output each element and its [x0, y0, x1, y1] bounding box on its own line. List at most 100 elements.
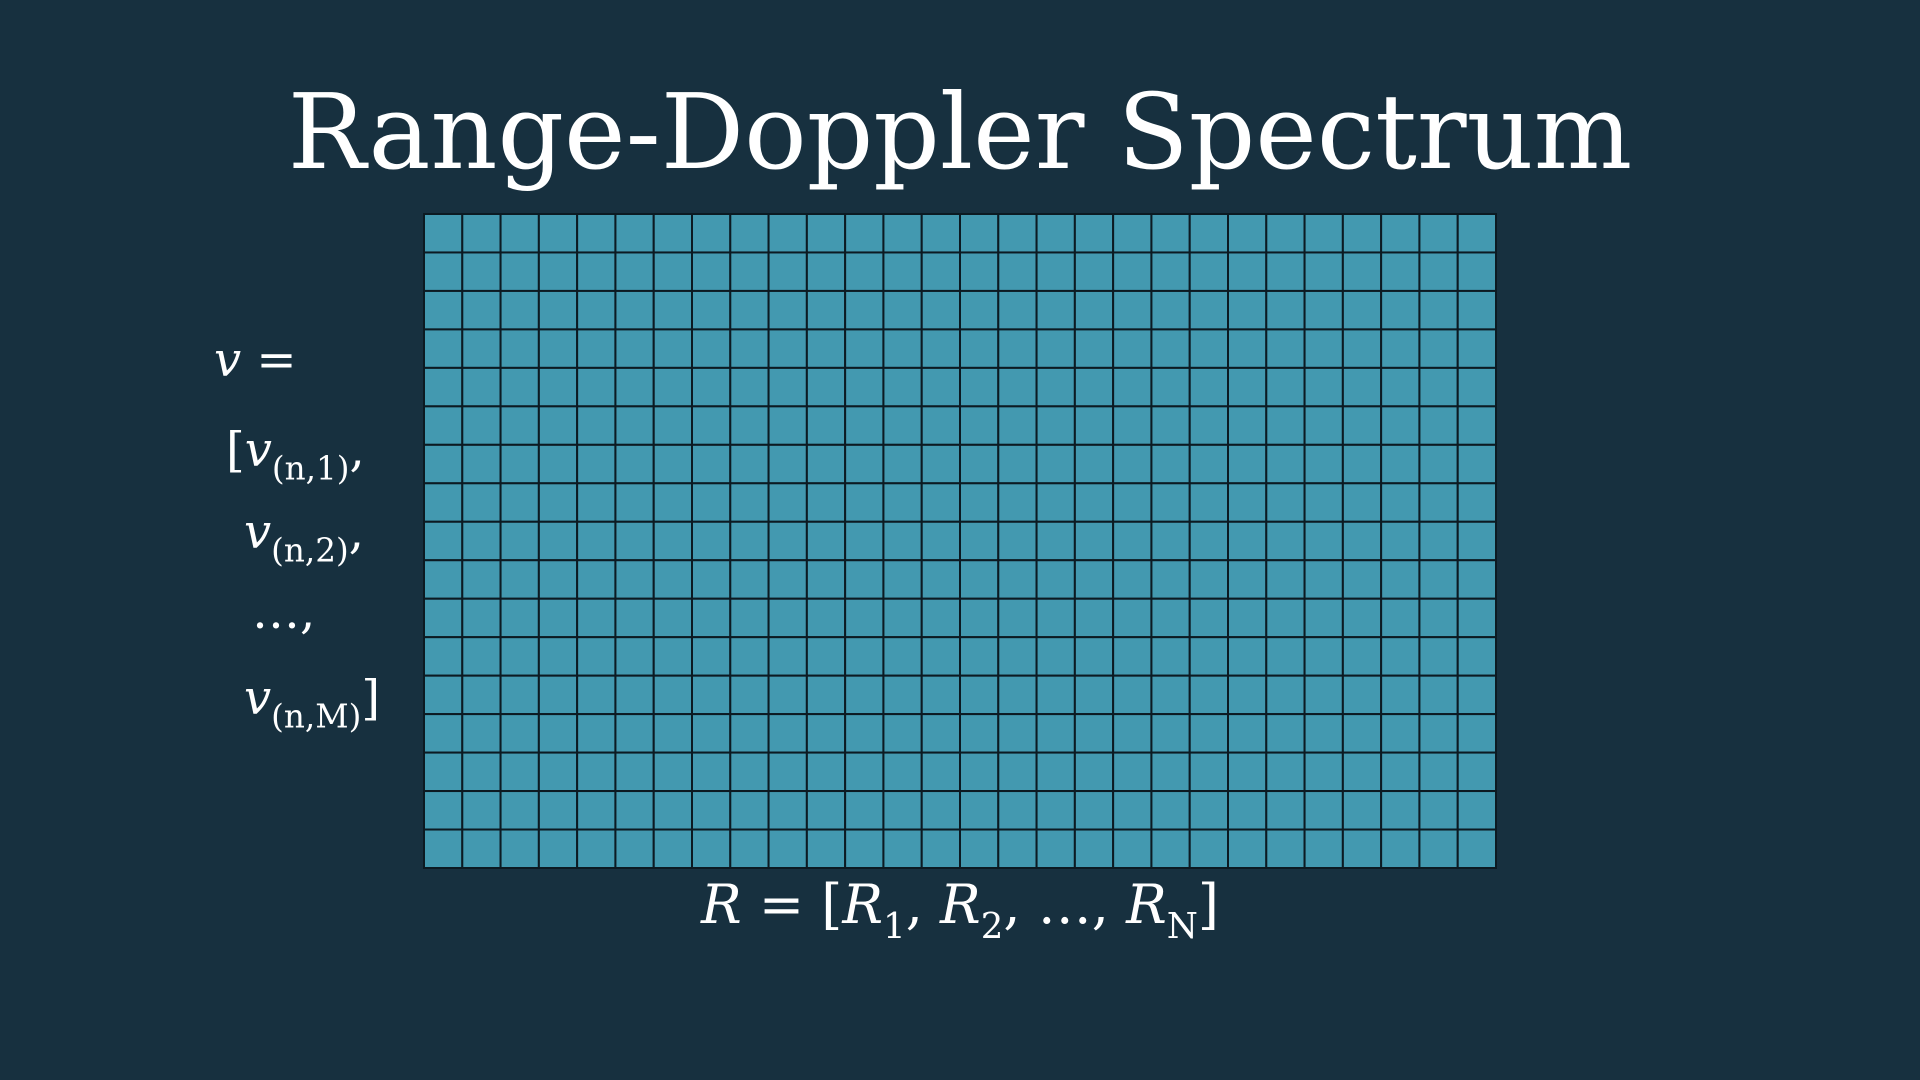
velocity-element-2-subscript: (n,2): [271, 531, 349, 570]
grid-cell-r13-c19: [1112, 674, 1153, 716]
grid-cell-r17-c21: [1188, 828, 1230, 870]
grid-cell-r8-c14: [920, 482, 961, 523]
grid-cell-r8-c21: [1188, 482, 1230, 523]
grid-cell-r9-c22: [1227, 520, 1268, 562]
grid-cell-r3-c23: [1265, 289, 1306, 331]
grid-cell-r15-c1: [423, 751, 464, 793]
grid-cell-r9-c2: [461, 520, 502, 562]
grid-cell-r17-c24: [1303, 828, 1344, 870]
grid-cell-r5-c12: [844, 366, 885, 408]
grid-cell-r12-c6: [614, 636, 655, 677]
grid-cell-r17-c11: [805, 828, 847, 870]
grid-cell-r3-c11: [805, 289, 847, 331]
grid-cell-r12-c9: [729, 636, 770, 677]
grid-cell-r8-c15: [959, 482, 1000, 523]
grid-cell-r6-c8: [691, 405, 732, 446]
grid-cell-r5-c5: [576, 366, 617, 408]
grid-cell-r8-c11: [805, 482, 847, 523]
grid-cell-r6-c13: [882, 405, 923, 446]
grid-cell-r5-c21: [1188, 366, 1230, 408]
grid-cell-r3-c13: [882, 289, 923, 331]
grid-cell-r12-c8: [691, 636, 732, 677]
grid-cell-r12-c18: [1073, 636, 1115, 677]
grid-cell-r7-c23: [1265, 443, 1306, 485]
grid-cell-r7-c9: [729, 443, 770, 485]
grid-cell-r5-c23: [1265, 366, 1306, 408]
grid-cell-r13-c11: [805, 674, 847, 716]
grid-cell-r7-c27: [1418, 443, 1459, 485]
grid-cell-r12-c1: [423, 636, 464, 677]
grid-cell-r14-c7: [652, 713, 694, 754]
velocity-equals: =: [256, 332, 297, 388]
grid-cell-r16-c26: [1380, 790, 1421, 831]
grid-cell-r12-c15: [959, 636, 1000, 677]
grid-cell-r10-c24: [1303, 559, 1344, 600]
grid-cell-r17-c1: [423, 828, 464, 870]
grid-cell-r11-c1: [423, 597, 464, 639]
grid-cell-r3-c26: [1380, 289, 1421, 331]
grid-cell-r5-c27: [1418, 366, 1459, 408]
grid-cell-r11-c15: [959, 597, 1000, 639]
grid-cell-r7-c12: [844, 443, 885, 485]
grid-cell-r17-c9: [729, 828, 770, 870]
grid-cell-r11-c6: [614, 597, 655, 639]
grid-cell-r3-c7: [652, 289, 694, 331]
grid-cell-r12-c22: [1227, 636, 1268, 677]
grid-cell-r13-c10: [767, 674, 808, 716]
grid-cell-r10-c16: [997, 559, 1038, 600]
grid-cell-r5-c10: [767, 366, 808, 408]
grid-cell-r5-c15: [959, 366, 1000, 408]
grid-cell-r11-c23: [1265, 597, 1306, 639]
grid-cell-r15-c10: [767, 751, 808, 793]
grid-cell-r17-c5: [576, 828, 617, 870]
grid-cell-r4-c11: [805, 328, 847, 369]
range-element-1-base: R: [842, 873, 884, 936]
grid-cell-r9-c7: [652, 520, 694, 562]
grid-cell-r16-c9: [729, 790, 770, 831]
grid-cell-r14-c22: [1227, 713, 1268, 754]
grid-cell-r13-c4: [537, 674, 579, 716]
range-equals: =: [758, 873, 805, 936]
grid-cell-r11-c22: [1227, 597, 1268, 639]
grid-cell-r2-c4: [537, 251, 579, 292]
grid-cell-r1-c14: [920, 213, 961, 254]
grid-cell-r15-c9: [729, 751, 770, 793]
grid-cell-r7-c17: [1035, 443, 1076, 485]
grid-cell-r2-c18: [1073, 251, 1115, 292]
grid-cell-r16-c6: [614, 790, 655, 831]
grid-cell-r11-c28: [1456, 597, 1497, 639]
grid-cell-r3-c14: [920, 289, 961, 331]
grid-cell-r9-c5: [576, 520, 617, 562]
grid-cell-r4-c13: [882, 328, 923, 369]
grid-cell-r1-c23: [1265, 213, 1306, 254]
grid-cell-r16-c12: [844, 790, 885, 831]
grid-cell-r15-c20: [1150, 751, 1191, 793]
grid-cell-r10-c1: [423, 559, 464, 600]
grid-cell-r17-c12: [844, 828, 885, 870]
grid-cell-r14-c27: [1418, 713, 1459, 754]
grid-cell-r13-c28: [1456, 674, 1497, 716]
grid-cell-r12-c21: [1188, 636, 1230, 677]
grid-cell-r2-c27: [1418, 251, 1459, 292]
grid-cell-r8-c28: [1456, 482, 1497, 523]
grid-cell-r7-c24: [1303, 443, 1344, 485]
grid-cell-r12-c27: [1418, 636, 1459, 677]
velocity-close-bracket: ]: [361, 670, 381, 726]
grid-cell-r13-c16: [997, 674, 1038, 716]
range-variable: R: [701, 873, 742, 936]
grid-cell-r17-c25: [1341, 828, 1383, 870]
grid-cell-r1-c27: [1418, 213, 1459, 254]
grid-cell-r1-c10: [767, 213, 808, 254]
grid-cell-r15-c7: [652, 751, 694, 793]
grid-cell-r7-c5: [576, 443, 617, 485]
grid-cell-r17-c18: [1073, 828, 1115, 870]
grid-cell-r3-c4: [537, 289, 579, 331]
grid-cell-r10-c2: [461, 559, 502, 600]
grid-cell-r6-c2: [461, 405, 502, 446]
grid-cell-r5-c9: [729, 366, 770, 408]
grid-cell-r7-c25: [1341, 443, 1383, 485]
grid-cell-r1-c16: [997, 213, 1038, 254]
range-ellipsis: …: [1037, 873, 1092, 936]
grid-cell-r16-c14: [920, 790, 961, 831]
grid-cell-r13-c24: [1303, 674, 1344, 716]
